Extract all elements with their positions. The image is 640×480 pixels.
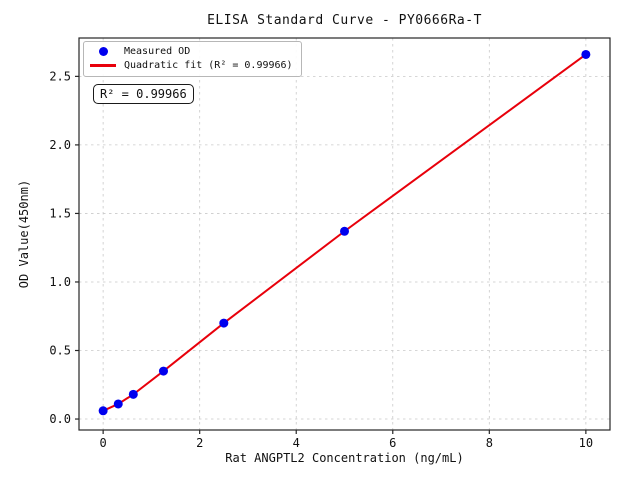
x-tick-label: 6 [389, 436, 396, 450]
scatter-marker-icon [98, 47, 108, 56]
y-tick-label: 1.5 [49, 206, 71, 220]
legend-handle [90, 47, 116, 56]
y-tick-label: 2.5 [49, 69, 71, 83]
y-tick-label: 1.0 [49, 275, 71, 289]
x-tick-label: 8 [486, 436, 493, 450]
y-tick-label: 0.0 [49, 412, 71, 426]
x-tick-label: 2 [196, 436, 203, 450]
legend-item-quadratic-fit: Quadratic fit (R² = 0.99966) [90, 60, 293, 71]
axes-frame [78, 37, 611, 431]
line-marker-icon [90, 64, 116, 67]
chart-title: ELISA Standard Curve - PY0666Ra-T [207, 13, 482, 28]
data-point [98, 406, 108, 416]
y-axis-label: OD Value(450nm) [17, 179, 31, 289]
x-tick-label: 4 [293, 436, 300, 450]
y-tick-label: 0.5 [49, 344, 71, 358]
data-point [581, 49, 591, 59]
legend-item-measured-od: Measured OD [90, 46, 293, 57]
x-tick-label: 10 [579, 436, 593, 450]
r-squared-annotation: R² = 0.99966 [93, 84, 194, 104]
legend-handle [90, 64, 116, 67]
data-point [113, 399, 123, 409]
legend: Measured OD Quadratic fit (R² = 0.99966) [83, 41, 302, 77]
data-point [219, 318, 229, 328]
legend-label-quadratic-fit: Quadratic fit (R² = 0.99966) [124, 60, 293, 71]
x-axis-label: Rat ANGPTL2 Concentration (ng/mL) [225, 451, 464, 465]
y-tick-label: 2.0 [49, 138, 71, 152]
data-point [128, 389, 138, 399]
data-point [340, 226, 349, 236]
x-tick-label: 0 [100, 436, 107, 450]
legend-label-measured-od: Measured OD [124, 46, 191, 57]
data-point [158, 366, 168, 376]
